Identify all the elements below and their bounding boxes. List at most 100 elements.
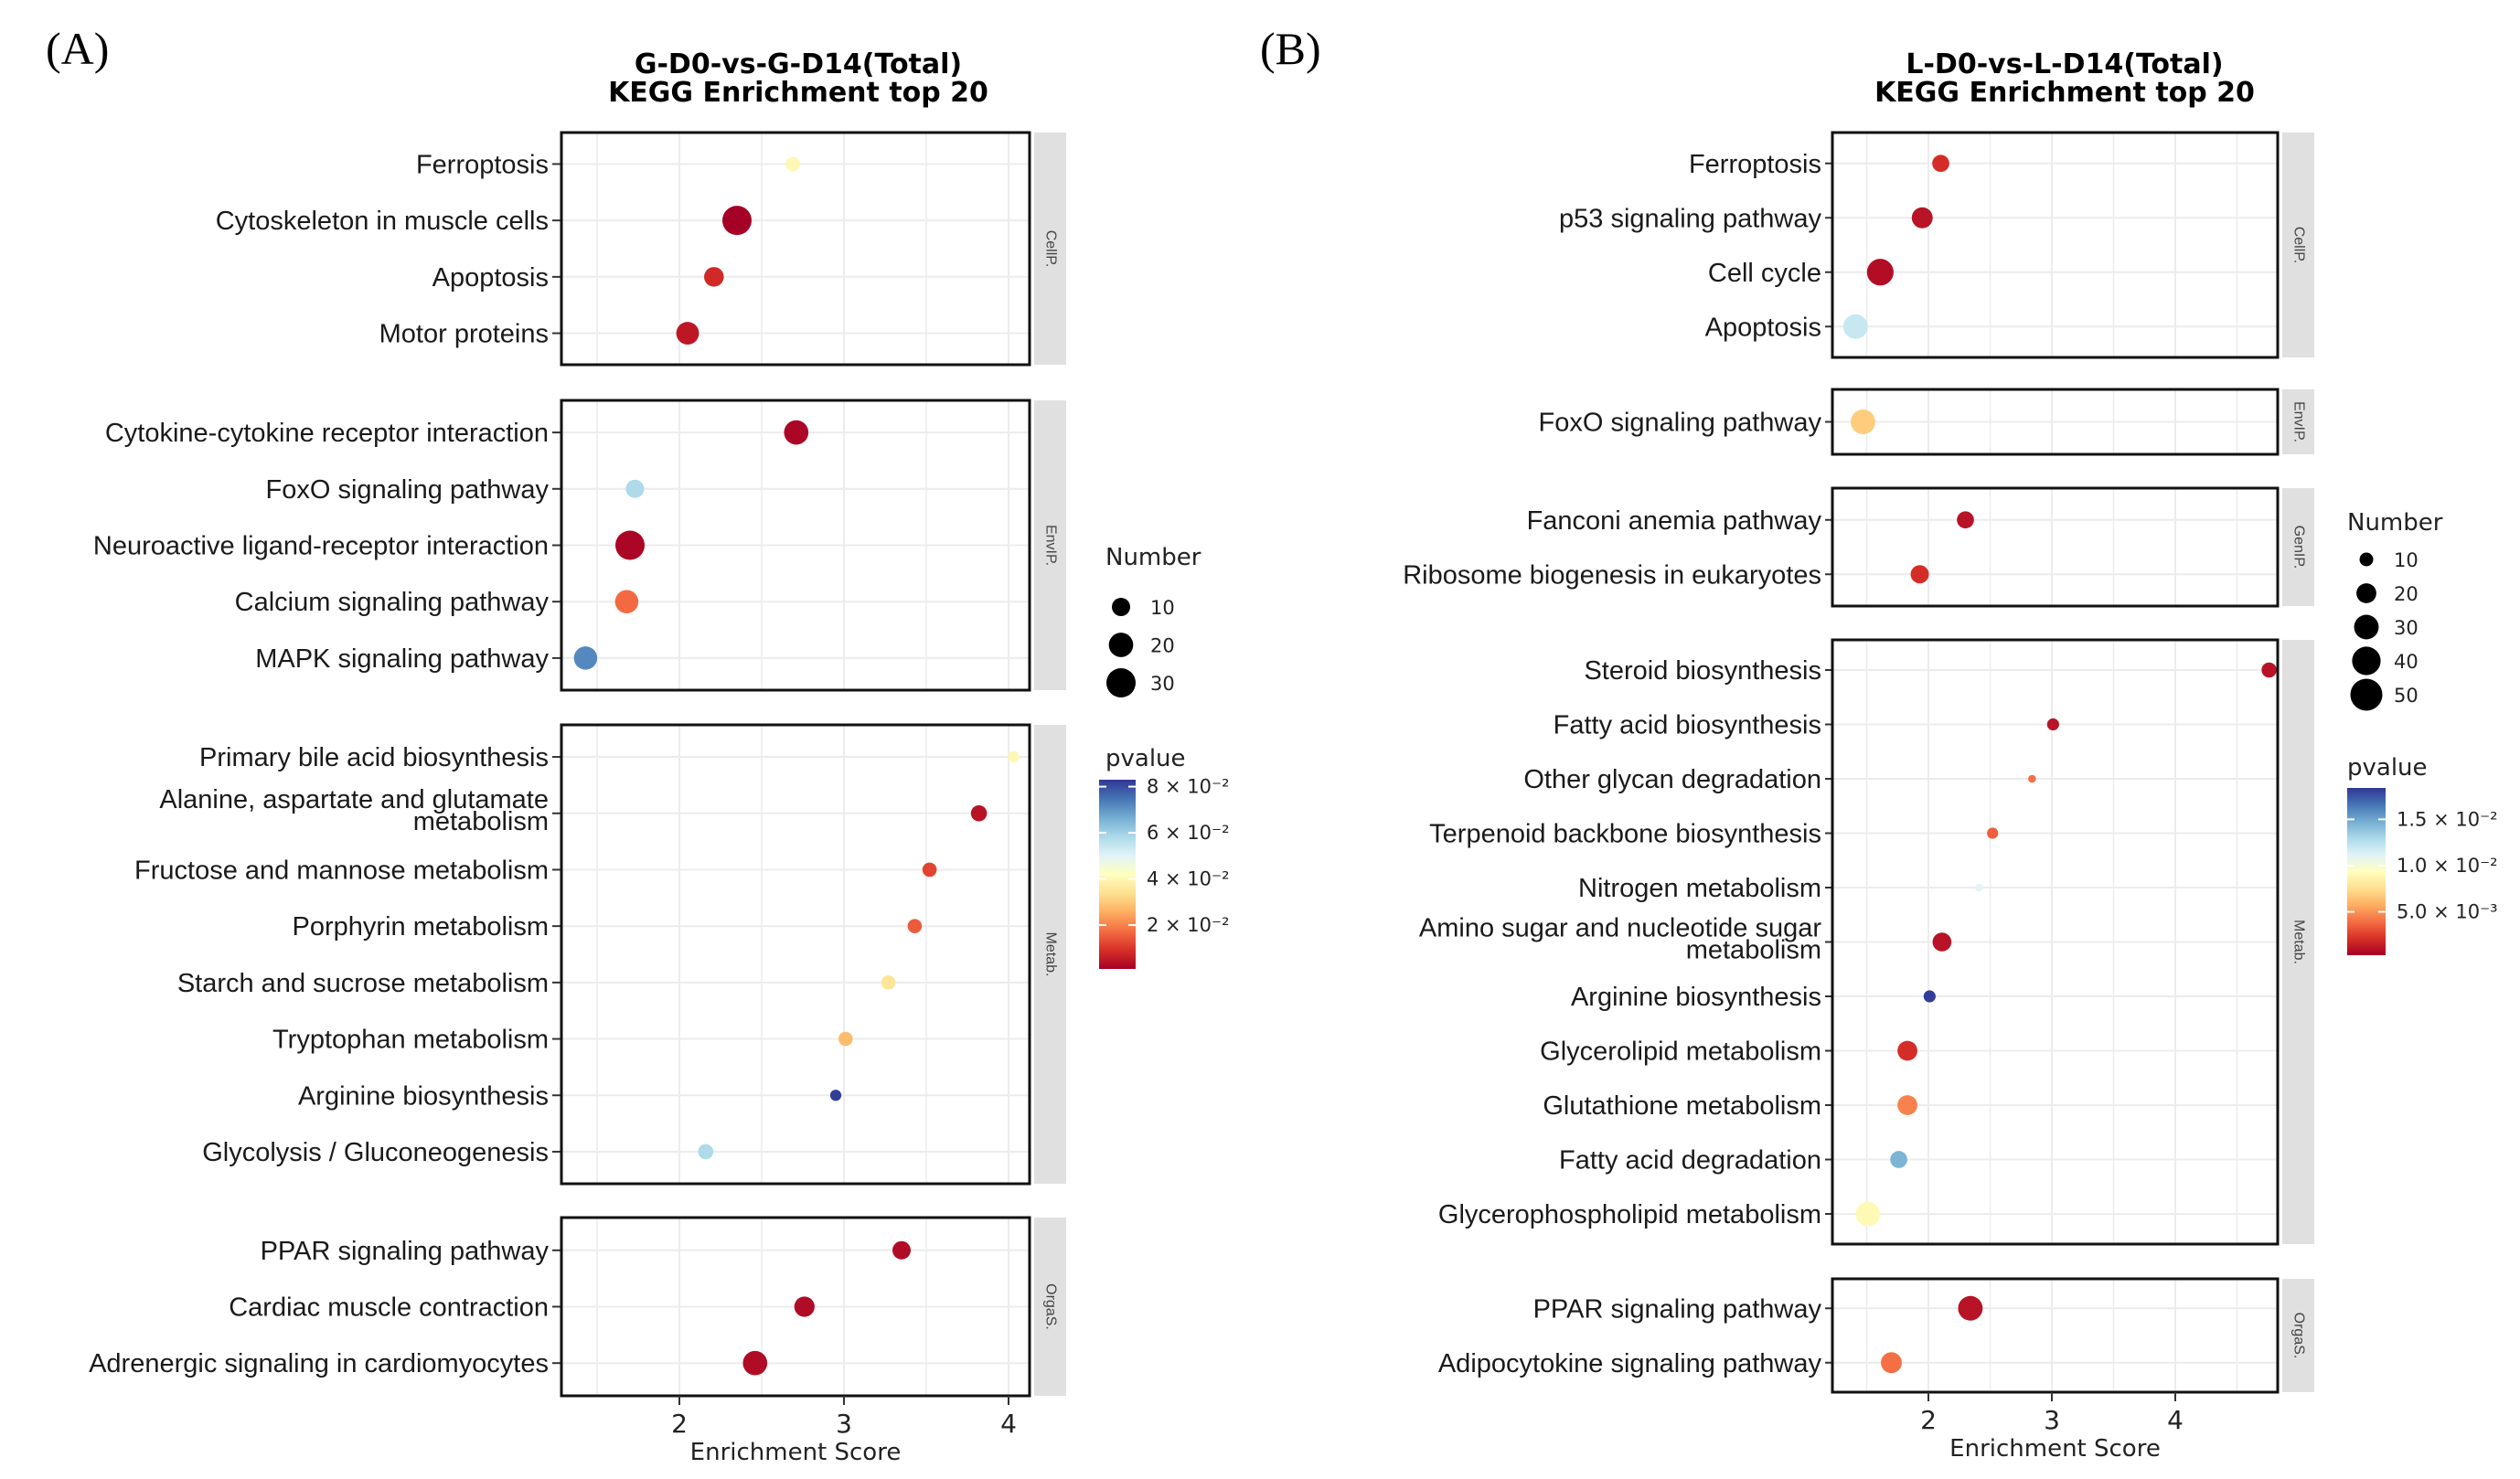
colorbar-label: 6 × 10⁻² bbox=[1147, 822, 1230, 844]
data-point bbox=[794, 1296, 815, 1317]
data-point bbox=[742, 1350, 768, 1376]
color-legend: pvalue 1.5 × 10⁻² 1.0 × 10⁻² 5.0 × 10⁻³ bbox=[2347, 754, 2498, 955]
data-point bbox=[1890, 1151, 1907, 1168]
facet-genip: Fanconi anemia pathway Ribosome biogenesi… bbox=[1403, 486, 2314, 608]
data-point bbox=[838, 1031, 853, 1047]
facet-strip-label: OrgaS. bbox=[1042, 1283, 1058, 1330]
data-point bbox=[1932, 154, 1949, 173]
panel-border bbox=[1831, 388, 2280, 456]
pathway-label: Neuroactive ligand-receptor interaction bbox=[93, 532, 549, 561]
pathway-label: PPAR signaling pathway bbox=[1533, 1294, 1822, 1324]
data-point bbox=[892, 1240, 911, 1260]
data-point bbox=[829, 1090, 842, 1101]
pathway-label-line: metabolism bbox=[413, 807, 549, 836]
x-tick-label: 3 bbox=[2044, 1405, 2060, 1435]
facet-orgas: PPAR signaling pathway Adipocytokine sign… bbox=[1438, 1277, 2314, 1394]
size-legend-dot bbox=[1112, 598, 1130, 616]
data-point bbox=[2028, 774, 2036, 783]
data-point bbox=[1881, 1352, 1902, 1374]
pathway-label: Alanine, aspartate and glutamate metaboli… bbox=[159, 785, 549, 836]
x-tick-label: 4 bbox=[1000, 1409, 1017, 1439]
facet-strip bbox=[1034, 400, 1066, 690]
pathway-label: PPAR signaling pathway bbox=[261, 1237, 550, 1266]
chart-title: G-D0-vs-G-D14(Total) bbox=[635, 48, 962, 80]
pathway-label: FoxO signaling pathway bbox=[1539, 409, 1822, 438]
facet-metab: Steroid biosynthesis Fatty acid biosynthe… bbox=[1419, 638, 2314, 1246]
pathway-label: Cardiac muscle contraction bbox=[229, 1293, 549, 1323]
pathway-label: Fatty acid biosynthesis bbox=[1554, 711, 1821, 740]
facet-strip-label: Metab. bbox=[1042, 932, 1058, 977]
size-legend-label: 40 bbox=[2394, 651, 2419, 673]
data-point bbox=[1850, 410, 1875, 434]
facet-envip: FoxO signaling pathway EnvIP. bbox=[1539, 388, 2314, 456]
data-point bbox=[881, 975, 896, 990]
size-legend-label: 50 bbox=[2394, 685, 2419, 707]
size-legend-label: 10 bbox=[1150, 597, 1175, 619]
data-point bbox=[2261, 662, 2277, 678]
pathway-label: Arginine biosynthesis bbox=[1571, 983, 1821, 1012]
panel-background bbox=[1832, 488, 2278, 606]
pathway-label: Fanconi anemia pathway bbox=[1527, 506, 1822, 536]
chart-b: (B) L-D0-vs-L-D14(Total)KEGG Enrichment t… bbox=[1260, 23, 2498, 1463]
size-legend-dot bbox=[2350, 678, 2383, 711]
data-point bbox=[1897, 1095, 1917, 1115]
panel-background bbox=[561, 133, 1030, 365]
data-point bbox=[970, 804, 988, 822]
chart-a: (A) G-D0-vs-G-D14(Total)KEGG Enrichment t… bbox=[46, 23, 1230, 1466]
pathway-label: Glutathione metabolism bbox=[1543, 1091, 1821, 1121]
size-legend-label: 30 bbox=[2394, 617, 2419, 639]
data-point bbox=[784, 420, 809, 445]
pathway-label: Terpenoid backbone biosynthesis bbox=[1429, 820, 1821, 849]
data-point bbox=[573, 646, 598, 670]
data-point bbox=[1958, 1295, 1983, 1321]
colorbar-label: 2 × 10⁻² bbox=[1147, 914, 1230, 936]
facet-orgas: PPAR signaling pathway Cardiac muscle con… bbox=[89, 1216, 1066, 1398]
data-point bbox=[704, 267, 724, 287]
facet-metab: Primary bile acid biosynthesis Alanine, a… bbox=[134, 723, 1066, 1186]
colorbar bbox=[1099, 780, 1136, 969]
pathway-label: Fatty acid degradation bbox=[1559, 1146, 1821, 1176]
pathway-label: Arginine biosynthesis bbox=[298, 1081, 549, 1111]
facet-strip bbox=[1034, 133, 1066, 365]
facet-strip-label: CellP. bbox=[1042, 230, 1058, 268]
data-point bbox=[1897, 1040, 1917, 1061]
pathway-label-line: Alanine, aspartate and glutamate bbox=[159, 785, 549, 814]
pathway-label: Starch and sucrose metabolism bbox=[177, 969, 549, 998]
x-tick-label: 3 bbox=[836, 1409, 852, 1439]
x-axis-title: Enrichment Score bbox=[690, 1439, 902, 1466]
panel-background bbox=[1832, 1279, 2278, 1392]
pathway-label: Motor proteins bbox=[379, 320, 549, 349]
color-legend-title: pvalue bbox=[1105, 745, 1186, 772]
panel-background bbox=[561, 725, 1030, 1184]
data-point bbox=[907, 919, 923, 933]
pathway-label: MAPK signaling pathway bbox=[255, 644, 549, 674]
colorbar-label: 4 × 10⁻² bbox=[1147, 868, 1230, 890]
data-point bbox=[722, 206, 752, 236]
colorbar bbox=[2347, 788, 2386, 955]
data-point bbox=[1842, 314, 1868, 339]
pathway-label: Amino sugar and nucleotide sugar metaboli… bbox=[1419, 914, 1821, 965]
facet-envip: Cytokine-cytokine receptor interaction Fo… bbox=[93, 399, 1066, 692]
x-tick-label: 2 bbox=[1920, 1405, 1937, 1435]
colorbar-label: 5.0 × 10⁻³ bbox=[2397, 900, 2498, 922]
pathway-label: Ribosome biogenesis in eukaryotes bbox=[1403, 560, 1821, 590]
pathway-label: Cell cycle bbox=[1708, 259, 1821, 288]
size-legend-dot bbox=[2356, 583, 2376, 603]
pathway-label: Adrenergic signaling in cardiomyocytes bbox=[89, 1349, 549, 1378]
data-point bbox=[1975, 883, 1983, 892]
colorbar-label: 1.0 × 10⁻² bbox=[2397, 855, 2498, 877]
facet-cellp: Ferroptosis p53 signaling pathway Cell cyc… bbox=[1559, 131, 2314, 359]
x-tick-label: 4 bbox=[2167, 1405, 2184, 1435]
pathway-label: Apoptosis bbox=[432, 263, 549, 293]
pathway-label: Cytoskeleton in muscle cells bbox=[216, 207, 549, 236]
facet-cellp: Ferroptosis Cytoskeleton in muscle cells A… bbox=[216, 131, 1066, 367]
data-point bbox=[922, 862, 937, 878]
pathway-label: FoxO signaling pathway bbox=[266, 475, 550, 505]
size-legend-dot bbox=[2352, 646, 2381, 676]
pathway-label: Cytokine-cytokine receptor interaction bbox=[105, 419, 549, 448]
pathway-label: Steroid biosynthesis bbox=[1584, 656, 1821, 686]
pathway-label: Ferroptosis bbox=[416, 150, 549, 179]
facet-strip bbox=[2282, 488, 2314, 606]
facet-strip bbox=[2282, 640, 2314, 1244]
